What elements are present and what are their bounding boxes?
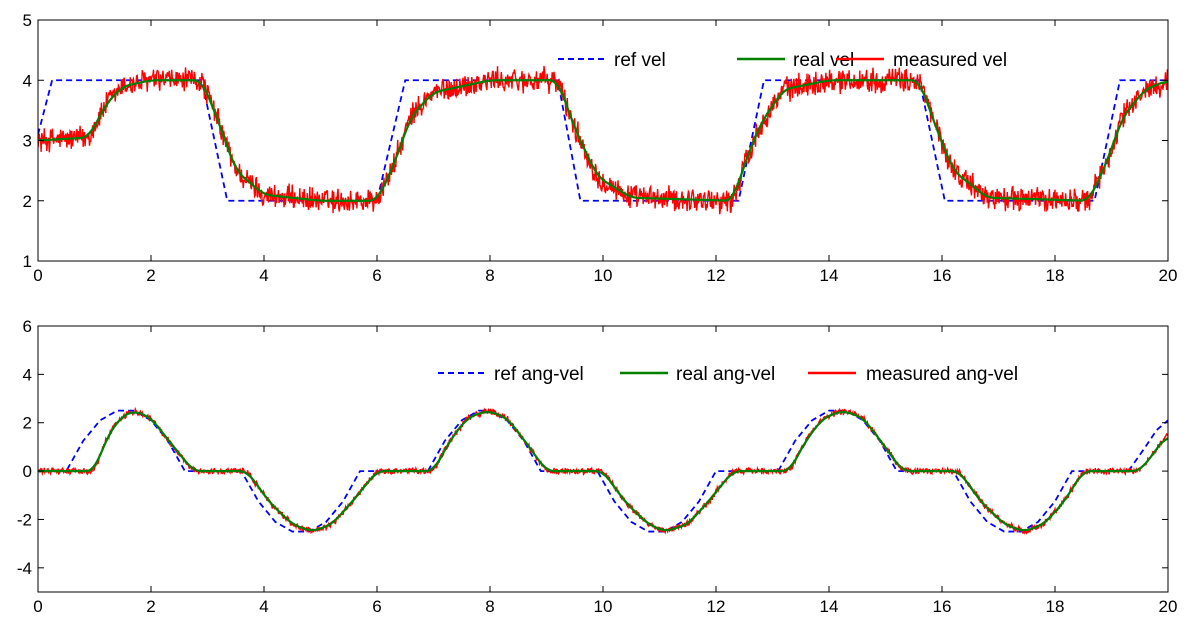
x-tick-label: 20 xyxy=(1159,597,1178,616)
x-tick-label: 8 xyxy=(485,597,494,616)
angular-velocity-chart: 0 2 4 6 8 10 12 14 16 18 20 -4 -2 0 2 4 6 ref ang-vel real… xyxy=(17,317,1178,616)
y-tick-label: 3 xyxy=(23,132,32,151)
x-tick-label: 14 xyxy=(820,597,839,616)
x-tick-label: 10 xyxy=(594,266,613,285)
x-tick-label: 16 xyxy=(933,266,952,285)
y-tick-label: -2 xyxy=(17,510,32,529)
x-tick-label: 4 xyxy=(259,597,268,616)
y-tick-label: 4 xyxy=(23,365,32,384)
x-tick-label: 12 xyxy=(707,597,726,616)
x-tick-label: 12 xyxy=(707,266,726,285)
legend-label: ref ang-vel xyxy=(494,364,584,385)
x-tick-label: 2 xyxy=(146,597,155,616)
legend-label: real vel xyxy=(793,50,854,71)
x-tick-label: 2 xyxy=(146,266,155,285)
legend: ref vel real vel measured vel xyxy=(558,50,1007,71)
y-tick-label: 0 xyxy=(23,462,32,481)
x-tick-label: 6 xyxy=(372,266,381,285)
x-tick-label: 8 xyxy=(485,266,494,285)
y-tick-label: 1 xyxy=(23,252,32,271)
series-line-real-ang-vel xyxy=(38,411,1168,532)
plot-area xyxy=(38,326,1168,592)
legend-label: real ang-vel xyxy=(676,364,775,385)
y-tick-label: 5 xyxy=(23,11,32,30)
legend-label: measured ang-vel xyxy=(866,364,1018,385)
series-line-real-vel xyxy=(38,79,1168,202)
x-tick-label: 20 xyxy=(1159,266,1178,285)
x-tick-label: 10 xyxy=(594,597,613,616)
y-tick-label: 6 xyxy=(23,317,32,336)
x-tick-label: 18 xyxy=(1046,597,1065,616)
legend: ref ang-vel real ang-vel measured ang-vel xyxy=(438,364,1018,385)
x-tick-label: 4 xyxy=(259,266,268,285)
x-tick-label: 0 xyxy=(33,266,42,285)
legend-label: measured vel xyxy=(893,50,1007,71)
y-tick-label: -4 xyxy=(17,559,32,578)
legend-label: ref vel xyxy=(614,50,666,71)
x-tick-label: 16 xyxy=(933,597,952,616)
y-tick-label: 2 xyxy=(23,414,32,433)
x-tick-label: 18 xyxy=(1046,266,1065,285)
x-tick-label: 0 xyxy=(33,597,42,616)
y-tick-label: 4 xyxy=(23,71,32,90)
y-tick-label: 2 xyxy=(23,192,32,211)
x-tick-label: 14 xyxy=(820,266,839,285)
x-tick-label: 6 xyxy=(372,597,381,616)
